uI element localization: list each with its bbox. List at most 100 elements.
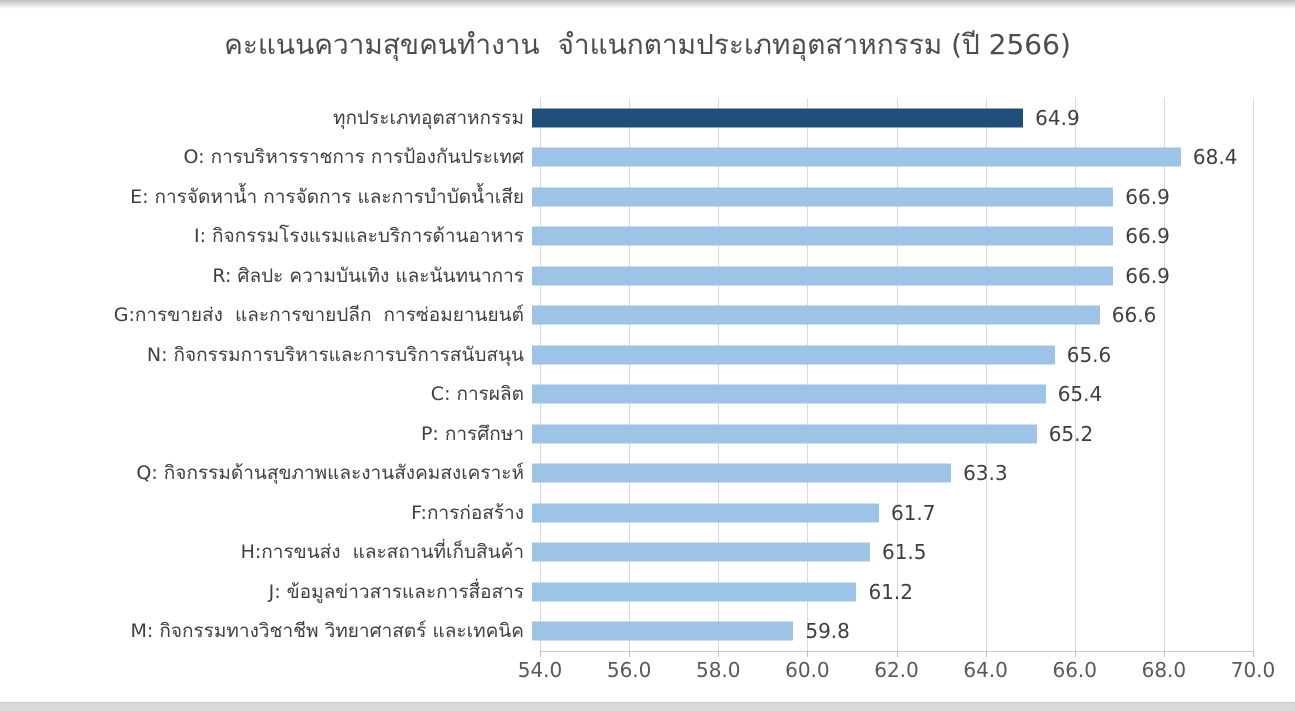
- value-label: 61.2: [868, 579, 913, 604]
- bar-row: R: ศิลปะ ความบันเทิง และนันทนาการ 66.9: [0, 256, 1253, 296]
- value-label: 66.9: [1125, 224, 1170, 249]
- bar: [532, 147, 1181, 167]
- bar: [532, 621, 794, 641]
- axis-tick: [896, 651, 898, 657]
- x-axis-labels: 54.0 56.0 58.0 60.0 62.0 64.0 66.0 68.0 70.0: [518, 658, 1276, 686]
- bar: [532, 503, 879, 523]
- axis-tick-label: 70.0: [1230, 658, 1276, 682]
- bar-track: 65.4: [532, 375, 1253, 415]
- bar-row: E: การจัดหาน้ำ การจัดการ และการบำบัดน้ำเ…: [0, 177, 1253, 217]
- chart-title: คะแนนความสุขคนทำงาน จำแนกตามประเภทอุตสาห…: [224, 28, 1071, 61]
- gridlines-layer: [540, 98, 1254, 651]
- axis-tick: [985, 651, 987, 657]
- page-bottom-border: [0, 702, 1295, 711]
- bar-row: Q: กิจกรรมด้านสุขภาพและงานสังคมสงเคราะห์…: [0, 454, 1253, 494]
- bar-track: 63.3: [532, 454, 1253, 494]
- axis-tick: [718, 651, 720, 657]
- bar-rows: ทุกประเภทอุตสาหกรรม 64.9 O: การบริหารราชกา…: [0, 98, 1253, 651]
- category-label: M: กิจกรรมทางวิชาชีพ วิทยาศาสตร์ และเทคน…: [130, 620, 525, 643]
- bar: [532, 226, 1114, 246]
- axis-tick-label: 54.0: [517, 658, 563, 682]
- bar: [532, 463, 952, 483]
- axis-tick-label: 62.0: [874, 658, 919, 682]
- bar-track: 66.6: [532, 296, 1253, 336]
- value-label: 65.4: [1057, 382, 1103, 407]
- bar-track: 65.2: [532, 414, 1253, 454]
- bar-row: ทุกประเภทอุตสาหกรรม 64.9: [0, 98, 1253, 138]
- bar-row: J: ข้อมูลข่าวสารและการสื่อสาร 61.2: [0, 572, 1253, 612]
- bar-track: 61.7: [532, 493, 1253, 533]
- bar-track: 61.5: [532, 533, 1253, 573]
- bar-track: 66.9: [532, 177, 1253, 217]
- bar: [532, 108, 1024, 128]
- gridline: [985, 98, 987, 651]
- axis-tick-label: 68.0: [1141, 658, 1187, 682]
- gridline: [629, 98, 631, 651]
- category-label: E: การจัดหาน้ำ การจัดการ และการบำบัดน้ำเ…: [130, 185, 524, 208]
- bar: [532, 582, 857, 602]
- bar-row: G:การขายส่ง และการขายปลีก การซ่อมยานยนต์…: [0, 296, 1253, 336]
- bar: [532, 542, 870, 562]
- category-label: ทุกประเภทอุตสาหกรรม: [332, 106, 524, 129]
- bar: [532, 424, 1037, 444]
- bar-row: P: การศึกษา 65.2: [0, 414, 1253, 454]
- category-label: I: กิจกรรมโรงแรมและบริการด้านอาหาร: [194, 225, 524, 248]
- axis-tick: [1253, 651, 1254, 657]
- x-axis-tick-marks: [540, 651, 1254, 658]
- value-label: 66.9: [1125, 184, 1170, 209]
- axis-tick: [540, 651, 541, 657]
- value-label: 65.2: [1048, 421, 1094, 446]
- bar-row: H:การขนส่ง และสถานที่เก็บสินค้า 61.5: [0, 533, 1253, 573]
- page-top-border: [0, 0, 1295, 9]
- bar-row: I: กิจกรรมโรงแรมและบริการด้านอาหาร 66.9: [0, 217, 1253, 257]
- axis-tick-label: 64.0: [963, 658, 1008, 682]
- gridline: [807, 98, 809, 651]
- bar: [532, 305, 1100, 325]
- value-label: 64.9: [1035, 105, 1080, 130]
- axis-tick: [1074, 651, 1076, 657]
- bar-track: 68.4: [532, 138, 1253, 178]
- category-label: P: การศึกษา: [420, 422, 524, 445]
- gridline: [1074, 98, 1076, 651]
- category-label: J: ข้อมูลข่าวสารและการสื่อสาร: [268, 580, 524, 603]
- value-label: 66.6: [1111, 303, 1157, 328]
- axis-tick-label: 56.0: [606, 658, 652, 682]
- axis-tick: [629, 651, 631, 657]
- category-label: O: การบริหารราชการ การป้องกันประเทศ: [183, 146, 524, 169]
- gridline: [896, 98, 898, 651]
- bar: [532, 345, 1055, 365]
- value-label: 59.8: [805, 619, 850, 644]
- category-label: H:การขนส่ง และสถานที่เก็บสินค้า: [240, 541, 524, 564]
- axis-tick: [807, 651, 809, 657]
- gridline: [1163, 98, 1165, 651]
- bar-row: C: การผลิต 65.4: [0, 375, 1253, 415]
- value-label: 66.9: [1125, 263, 1170, 288]
- value-label: 63.3: [963, 461, 1008, 486]
- value-label: 65.6: [1066, 342, 1112, 367]
- value-label: 61.5: [881, 540, 927, 565]
- bar-row: M: กิจกรรมทางวิชาชีพ วิทยาศาสตร์ และเทคน…: [0, 612, 1253, 652]
- category-label: C: การผลิต: [430, 383, 524, 406]
- bar-track: 66.9: [532, 256, 1253, 296]
- bar-track: 64.9: [532, 98, 1253, 138]
- gridline: [718, 98, 720, 651]
- category-label: F:การก่อสร้าง: [411, 501, 524, 524]
- bar-row: O: การบริหารราชการ การป้องกันประเทศ 68.4: [0, 138, 1253, 178]
- axis-tick-label: 66.0: [1052, 658, 1098, 682]
- category-label: N: กิจกรรมการบริหารและการบริการสนับสนุน: [146, 343, 524, 366]
- bar-row: F:การก่อสร้าง 61.7: [0, 493, 1253, 533]
- bar: [532, 384, 1046, 404]
- bar-row: N: กิจกรรมการบริหารและการบริการสนับสนุน 6…: [0, 335, 1253, 375]
- value-label: 61.7: [890, 500, 936, 525]
- value-label: 68.4: [1192, 145, 1238, 170]
- bar-track: 59.8: [532, 612, 1253, 652]
- category-label: Q: กิจกรรมด้านสุขภาพและงานสังคมสงเคราะห์: [136, 462, 524, 485]
- bar-track: 65.6: [532, 335, 1253, 375]
- category-label: G:การขายส่ง และการขายปลีก การซ่อมยานยนต์: [113, 304, 524, 327]
- bar: [532, 266, 1114, 286]
- gridline: [540, 98, 541, 651]
- gridline: [1253, 98, 1254, 651]
- bar: [532, 187, 1114, 207]
- axis-tick: [1163, 651, 1165, 657]
